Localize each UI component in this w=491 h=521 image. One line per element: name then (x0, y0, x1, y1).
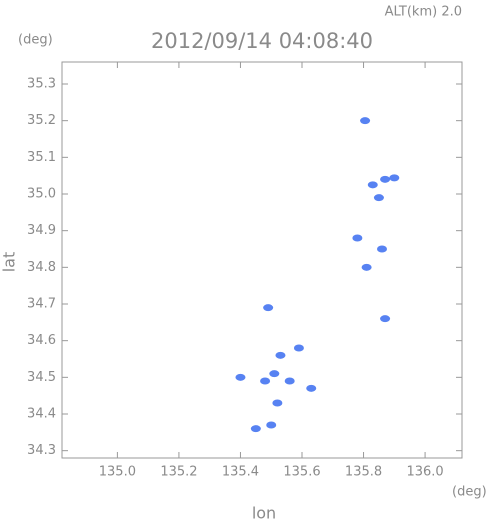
plot-frame (61, 61, 463, 459)
y-axis-label: lat (0, 252, 19, 273)
echo-cell (360, 117, 371, 125)
x-unit: (deg) (452, 485, 487, 500)
x-tick-label: 136.0 (406, 465, 443, 480)
echo-cell (260, 377, 271, 385)
y-tick-label: 34.8 (27, 260, 56, 275)
echo-cell (380, 315, 391, 323)
echo-cell (306, 384, 317, 392)
echo-cell (269, 370, 280, 378)
x-tick-label: 135.6 (283, 465, 320, 480)
y-tick-label: 35.0 (27, 187, 56, 202)
echo-cell (235, 373, 246, 381)
echo-cell (275, 351, 286, 359)
x-tick-label: 135.4 (222, 465, 259, 480)
echo-cell (250, 425, 261, 433)
echo-cell (352, 234, 363, 242)
y-tick-label: 34.6 (27, 333, 56, 348)
echo-cell (272, 399, 283, 407)
y-tick-label: 34.7 (27, 297, 56, 312)
y-tick-label: 34.9 (27, 223, 56, 238)
y-tick-label: 34.4 (27, 407, 56, 422)
echo-cell (380, 175, 391, 183)
y-tick-label: 34.3 (27, 443, 56, 458)
echo-cell (389, 174, 400, 182)
y-tick-label: 35.2 (27, 113, 56, 128)
chart-title: 2012/09/14 04:08:40 (151, 29, 373, 53)
echo-cell (367, 181, 378, 189)
echo-cell (377, 245, 387, 253)
echo-cell (293, 344, 304, 352)
echo-cell (361, 263, 372, 271)
echo-cell (266, 421, 277, 429)
y-unit: (deg) (18, 33, 53, 48)
x-tick-label: 135.8 (345, 465, 382, 480)
altitude-label: ALT(km) 2.0 (385, 5, 462, 20)
y-tick-label: 34.5 (27, 370, 56, 385)
echo-cell (373, 194, 384, 202)
y-tick-label: 35.3 (27, 77, 56, 92)
echo-cell (284, 377, 295, 385)
x-tick-label: 135.0 (99, 465, 136, 480)
echo-cell (263, 304, 274, 312)
x-axis-label: lon (252, 504, 276, 521)
x-tick-label: 135.2 (160, 465, 197, 480)
y-tick-label: 35.1 (27, 150, 56, 165)
